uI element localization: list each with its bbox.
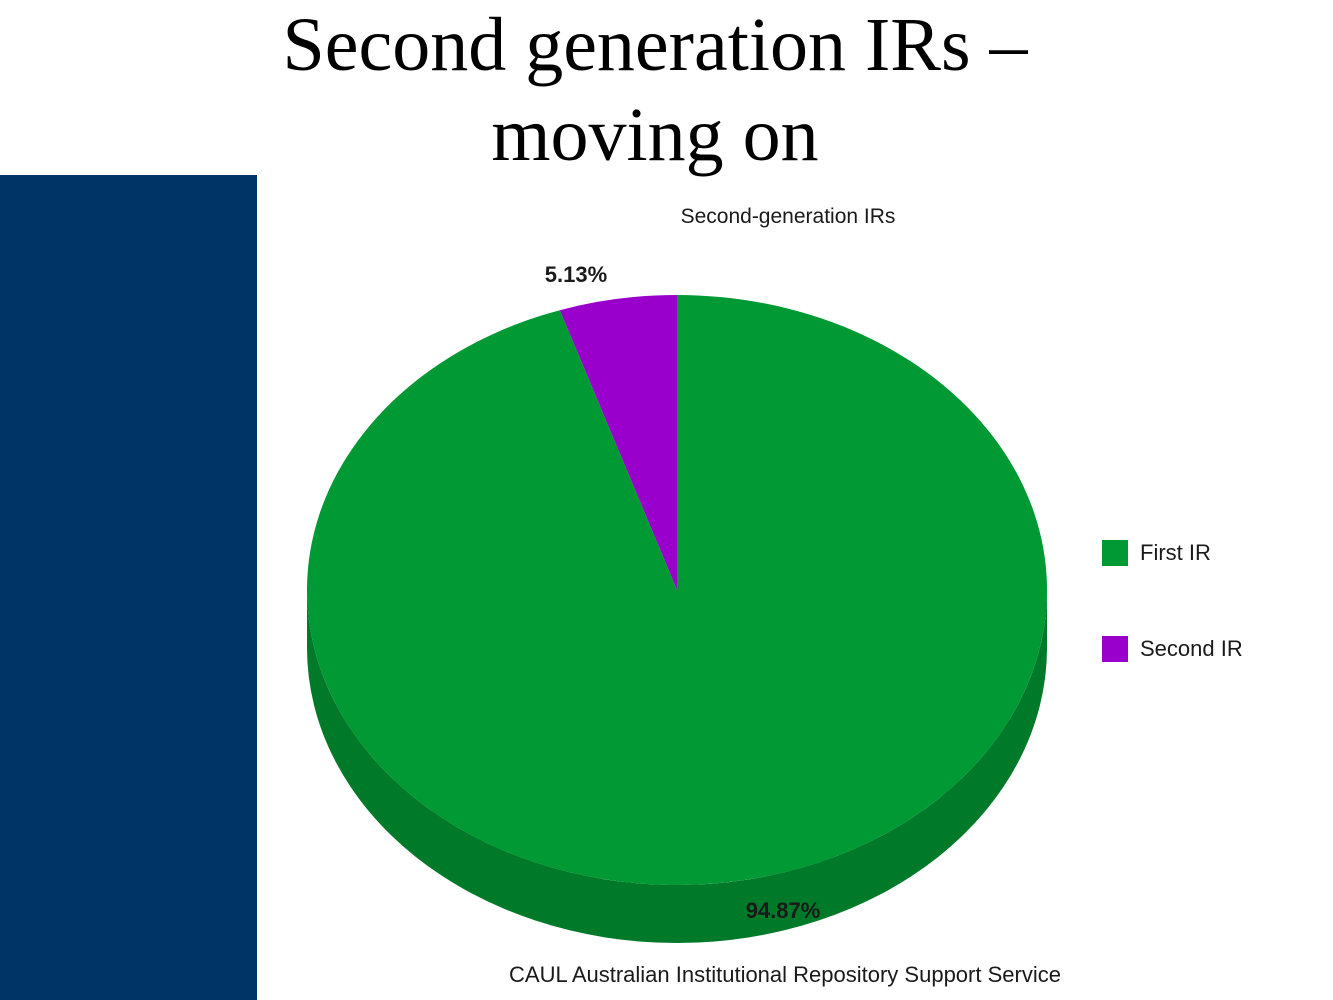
legend-swatch-second-ir [1102,636,1128,662]
pie-slice-second-ir [559,295,677,590]
data-label-second-ir: 5.13% [545,262,607,287]
pie-slice-first-ir [306,295,1047,885]
legend-swatch-first-ir [1102,540,1128,566]
chart-title: Second-generation IRs [680,205,896,228]
chart-source: CAUL Australian Institutional Repository… [509,962,1061,987]
legend-label-first-ir: First IR [1140,540,1211,565]
legend-item-second-ir: Second IR [1102,631,1243,667]
data-label-first-ir: 94.87% [746,898,821,923]
pie-side-first-ir [307,590,1047,943]
slide-side-bar [0,175,257,1000]
legend-item-first-ir: First IR [1102,535,1243,571]
slide-title: Second generation IRs – moving on [0,0,1310,180]
legend-label-second-ir: Second IR [1140,636,1243,661]
slide-title-line-1: Second generation IRs – [282,3,1028,87]
slide-title-line-2: moving on [491,93,819,177]
chart-legend: First IR Second IR [1102,535,1243,727]
